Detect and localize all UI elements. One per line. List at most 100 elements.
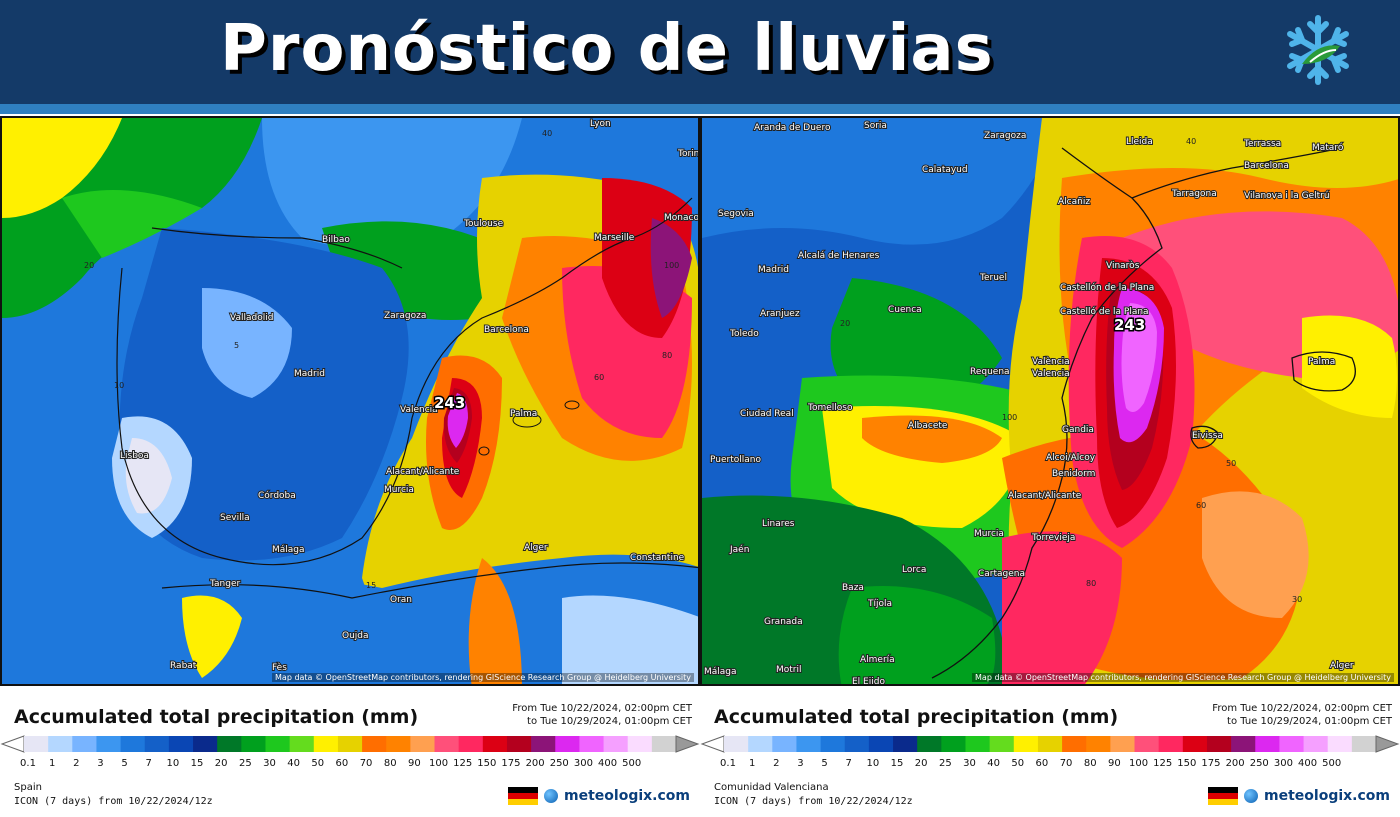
scale-label: 40 [287, 758, 300, 769]
legend-title: Accumulated total precipitation (mm) [714, 706, 1118, 728]
contour-label: 20 [84, 261, 94, 270]
scale-swatch [628, 736, 653, 752]
scale-label: 150 [1177, 758, 1196, 769]
place-label: Segovia [718, 209, 754, 219]
scale-label: 15 [891, 758, 904, 769]
scale-label: 1 [749, 758, 755, 769]
legend-title: Accumulated total precipitation (mm) [14, 706, 418, 728]
contour-label: 100 [664, 261, 679, 270]
color-scale-bar [0, 734, 700, 754]
place-label: Barcelona [1244, 161, 1289, 171]
scale-swatch [72, 736, 97, 752]
map-spain[interactable]: Bilbao Toulouse Marseille Monaco Vallado… [0, 116, 700, 686]
place-label: Málaga [704, 667, 737, 677]
contour-label: 100 [1002, 413, 1017, 422]
place-label: Aranda de Duero [754, 123, 831, 133]
max-value-label: 243 [434, 394, 465, 412]
scale-label: 300 [574, 758, 593, 769]
scale-label: 3 [797, 758, 803, 769]
place-label: Lorca [902, 565, 926, 575]
place-label: Almería [860, 655, 895, 665]
german-flag-icon [508, 787, 538, 805]
place-label: Calatayud [922, 165, 968, 175]
legend-model-run: ICON (7 days) from 10/22/2024/12z [714, 796, 913, 807]
place-label: Alcañiz [1058, 197, 1090, 207]
place-label: Córdoba [258, 490, 296, 501]
scale-arrow-left [2, 736, 24, 752]
scale-label: 100 [429, 758, 448, 769]
place-label: Madrid [294, 369, 325, 379]
scale-label: 2 [73, 758, 79, 769]
place-label: Alacant/Alicante [1008, 491, 1082, 501]
scale-swatch [241, 736, 266, 752]
scale-swatch [579, 736, 604, 752]
legend-range-from: From Tue 10/22/2024, 02:00pm CET [512, 702, 692, 715]
brand-block[interactable]: meteologix.com [1208, 786, 1390, 806]
map-comunidad-valenciana[interactable]: Aranda de Duero Soria Zaragoza Lleida Te… [700, 116, 1400, 686]
scale-label: 300 [1274, 758, 1293, 769]
scale-label: 7 [146, 758, 152, 769]
legend-range-to: to Tue 10/29/2024, 01:00pm CET [1212, 715, 1392, 728]
legend-time-range: From Tue 10/22/2024, 02:00pm CET to Tue … [512, 702, 692, 728]
scale-label: 60 [336, 758, 349, 769]
scale-label: 5 [821, 758, 827, 769]
place-label: Tíjola [867, 599, 892, 609]
contour-label: 10 [114, 381, 124, 390]
globe-icon [544, 789, 558, 803]
page-title: Pronóstico de lluvias [220, 12, 994, 86]
place-label: Tomelloso [807, 403, 853, 413]
place-label: Baza [842, 583, 864, 593]
scale-swatch [917, 736, 942, 752]
scale-label: 100 [1129, 758, 1148, 769]
scale-swatch [893, 736, 918, 752]
scale-label: 250 [550, 758, 569, 769]
scale-label: 80 [384, 758, 397, 769]
place-label: Torino [677, 149, 700, 159]
scale-label: 400 [598, 758, 617, 769]
place-label: Jaén [729, 544, 749, 555]
legend-spain: Accumulated total precipitation (mm) Fro… [0, 688, 700, 817]
contour-label: 15 [366, 581, 376, 590]
place-label: Madrid [758, 265, 789, 275]
scale-swatch [193, 736, 218, 752]
place-label: Motril [776, 665, 802, 675]
brand-block[interactable]: meteologix.com [508, 786, 690, 806]
header-stripe [0, 104, 1400, 114]
scale-swatch [821, 736, 846, 752]
legend-model-run: ICON (7 days) from 10/22/2024/12z [14, 796, 213, 807]
scale-swatch [265, 736, 290, 752]
scale-label: 60 [1036, 758, 1049, 769]
scale-label: 0.1 [20, 758, 36, 769]
scale-swatch [386, 736, 411, 752]
scale-swatch [1159, 736, 1184, 752]
scale-label: 30 [263, 758, 276, 769]
place-label: Málaga [272, 545, 305, 555]
map-attribution[interactable]: Map data © OpenStreetMap contributors, r… [972, 673, 1394, 682]
scale-swatch [1279, 736, 1304, 752]
scale-swatch [1328, 736, 1353, 752]
scale-label: 2 [773, 758, 779, 769]
scale-swatch [24, 736, 49, 752]
place-label: Teruel [979, 273, 1007, 283]
place-label: Cartagena [978, 569, 1025, 579]
place-label: Terrassa [1243, 139, 1281, 149]
scale-swatch [869, 736, 894, 752]
scale-swatch [652, 736, 677, 752]
color-scale-labels: 0.1 1 2 3 5 7 10 15 20 25 30 40 50 60 70 80 90 100 125 150 1… [700, 758, 1400, 772]
contour-label: 50 [1226, 459, 1236, 468]
place-label: Sevilla [220, 513, 250, 523]
max-value-label: 243 [1114, 316, 1145, 334]
scale-label: 10 [867, 758, 880, 769]
scale-swatch [772, 736, 797, 752]
scale-swatch [459, 736, 484, 752]
place-label: Lleida [1126, 137, 1153, 147]
place-label: Monaco [664, 213, 699, 223]
contour-label: 40 [1186, 137, 1196, 146]
scale-label: 500 [622, 758, 641, 769]
scale-swatch [531, 736, 556, 752]
legend-range-to: to Tue 10/29/2024, 01:00pm CET [512, 715, 692, 728]
map-attribution[interactable]: Map data © OpenStreetMap contributors, r… [272, 673, 694, 682]
legend-range-from: From Tue 10/22/2024, 02:00pm CET [1212, 702, 1392, 715]
contour-label: 60 [594, 373, 604, 382]
place-label: Valencia [1032, 369, 1070, 379]
